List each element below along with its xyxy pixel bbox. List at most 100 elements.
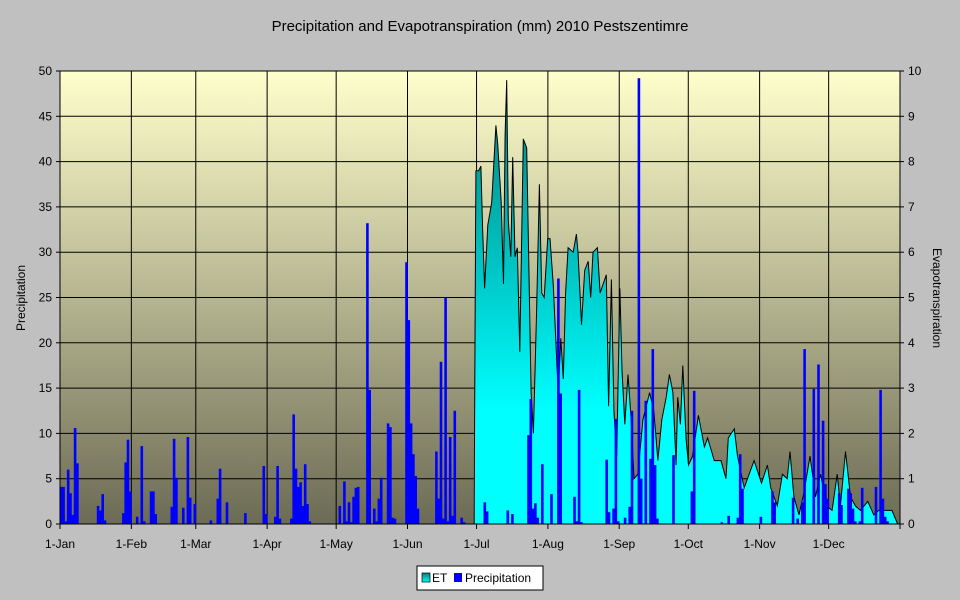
precip-bar xyxy=(511,514,514,524)
precip-bar xyxy=(338,505,342,524)
precip-bar xyxy=(605,459,608,524)
precip-bar xyxy=(294,468,298,524)
precip-bar xyxy=(193,504,197,524)
precip-bar xyxy=(812,389,816,524)
precip-bar xyxy=(175,477,178,524)
precip-bar xyxy=(483,502,487,524)
precip-bar xyxy=(821,420,825,524)
precip-bar xyxy=(801,502,804,524)
precip-bar xyxy=(308,521,312,524)
precip-bar xyxy=(386,423,390,524)
precip-bar xyxy=(550,494,553,524)
precip-bar xyxy=(368,389,371,524)
precip-bar xyxy=(485,511,489,524)
precip-bar xyxy=(290,518,293,524)
y-tick-label: 10 xyxy=(39,426,53,440)
precip-bar xyxy=(860,487,864,524)
precip-bar xyxy=(851,508,855,524)
precip-bar xyxy=(874,486,878,524)
precip-bar xyxy=(653,465,657,524)
precip-bar xyxy=(172,438,176,524)
precip-bar xyxy=(623,517,627,524)
y2-tick-label: 0 xyxy=(908,517,915,531)
precip-bar xyxy=(791,497,795,524)
precip-bar xyxy=(858,521,862,524)
chart-title: Precipitation and Evapotranspiration (mm… xyxy=(272,18,689,35)
precip-bar xyxy=(377,498,381,524)
precip-bar xyxy=(124,462,127,524)
precip-bar xyxy=(614,418,618,524)
precip-bar xyxy=(303,464,307,524)
precip-bar xyxy=(66,469,70,524)
precip-bar xyxy=(577,389,581,524)
precip-bar xyxy=(692,390,696,524)
precip-bar xyxy=(630,410,634,525)
y2-tick-label: 1 xyxy=(908,472,915,486)
precip-bar xyxy=(672,455,675,524)
y2-tick-label: 4 xyxy=(908,336,915,350)
precip-bar xyxy=(741,488,744,524)
precip-bar xyxy=(122,513,125,524)
precip-bar xyxy=(573,496,576,524)
y-tick-label: 20 xyxy=(39,336,53,350)
precip-bar xyxy=(837,493,841,524)
x-tick-label: 1-Nov xyxy=(744,537,776,551)
precip-bar xyxy=(435,451,438,524)
precip-bar xyxy=(129,491,132,524)
precip-bar xyxy=(276,466,279,524)
et-outline xyxy=(473,80,899,525)
precip-bar xyxy=(612,508,615,524)
x-tick-label: 1-Aug xyxy=(532,537,564,551)
precip-bar xyxy=(99,510,102,524)
precip-bar xyxy=(531,508,535,524)
legend-box xyxy=(416,565,544,591)
precip-bar xyxy=(879,389,882,524)
y-tick-label: 25 xyxy=(39,291,53,305)
precip-bar xyxy=(149,491,153,524)
precip-bar xyxy=(347,502,351,524)
precip-bar xyxy=(580,522,583,524)
precip-bar xyxy=(216,498,220,524)
x-tick-label: 1-Sep xyxy=(603,537,635,551)
precip-bar xyxy=(352,496,355,524)
precip-bar xyxy=(274,516,277,524)
y2-tick-label: 7 xyxy=(908,200,915,214)
precip-bar xyxy=(412,454,415,524)
precip-bar xyxy=(389,427,392,524)
precip-bar xyxy=(446,521,450,524)
precip-bar xyxy=(442,518,445,524)
precip-bar xyxy=(96,505,100,524)
precip-bar xyxy=(343,481,346,524)
precip-bar xyxy=(379,477,383,524)
y-tick-label: 45 xyxy=(39,109,53,123)
y-tick-label: 15 xyxy=(39,381,53,395)
precip-bar xyxy=(393,518,397,524)
precip-bar xyxy=(557,278,560,524)
precip-bar xyxy=(345,521,348,524)
y-tick-label: 0 xyxy=(45,517,52,531)
precip-bar xyxy=(439,361,443,524)
precip-bar xyxy=(881,498,885,524)
precip-bar xyxy=(60,486,63,524)
precip-bar xyxy=(824,484,827,524)
precip-bar xyxy=(840,505,843,524)
y-tick-label: 50 xyxy=(39,64,53,78)
precip-bar xyxy=(218,468,222,524)
x-tick-label: 1-May xyxy=(319,537,352,551)
precip-bar xyxy=(738,454,742,524)
precip-bar xyxy=(366,223,369,524)
precip-bar xyxy=(854,521,857,524)
precip-bar xyxy=(350,522,353,524)
precip-bar xyxy=(656,518,659,524)
legend-et-swatch xyxy=(421,572,431,583)
y-axis-title: Precipitation xyxy=(14,265,28,331)
precip-bar xyxy=(451,515,454,524)
y-tick-label: 35 xyxy=(39,200,53,214)
precip-bar xyxy=(817,364,820,524)
precip-bar xyxy=(225,502,229,524)
x-tick-label: 1-Mar xyxy=(180,537,211,551)
precip-bar xyxy=(649,458,652,524)
precip-bar xyxy=(170,506,174,524)
precip-bar xyxy=(826,498,829,524)
precip-bar xyxy=(135,516,139,524)
